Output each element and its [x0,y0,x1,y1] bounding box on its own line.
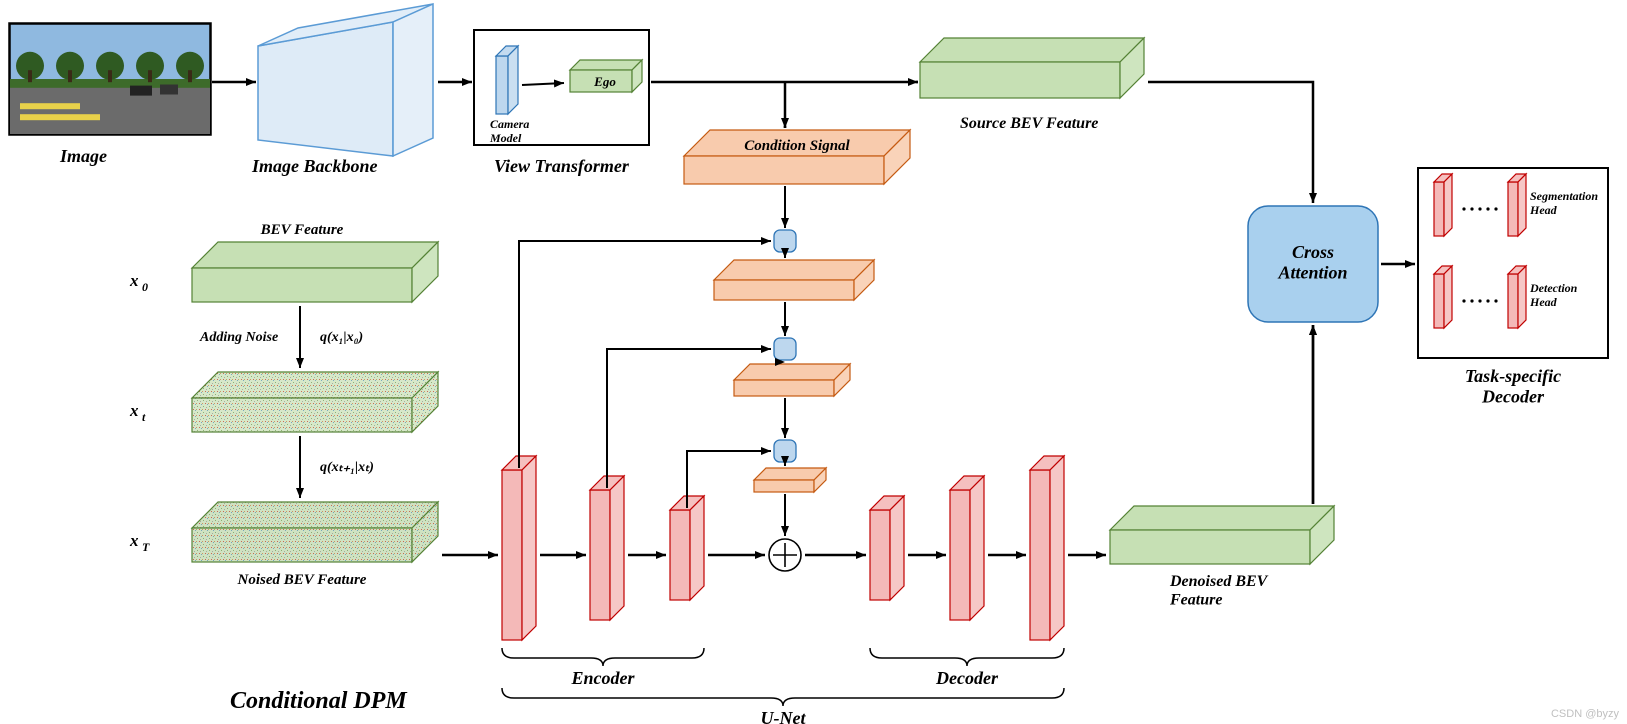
svg-text:DetectionHead: DetectionHead [1529,281,1578,309]
svg-text:x: x [129,401,139,420]
svg-text:Noised BEV Feature: Noised BEV Feature [237,572,367,588]
denoised-bev-label: Denoised BEVFeature [1169,573,1269,608]
unet-block [1030,456,1064,640]
watermark-text: CSDN @byzy [1551,708,1619,720]
fuse-node [774,440,796,462]
image-backbone [258,4,433,156]
svg-text:t: t [142,410,146,424]
svg-text:SegmentationHead: SegmentationHead [1529,189,1598,217]
fuse-node [774,230,796,252]
svg-text:q(xₜ₊₁|xₜ): q(xₜ₊₁|xₜ) [320,460,374,475]
unet-block [1508,266,1526,328]
svg-text:Adding Noise: Adding Noise [199,330,278,345]
svg-text:Ego: Ego [593,74,616,89]
svg-text:T: T [142,540,150,554]
unet-block [502,456,536,640]
unet-block [950,476,984,620]
unet-block [870,496,904,600]
svg-text:q(x₁|x₀): q(x₁|x₀) [320,330,363,345]
condition-signal-stack [684,130,910,492]
svg-text:Encoder: Encoder [571,668,636,688]
svg-text:0: 0 [142,280,148,294]
source-bev-feature [920,38,1144,98]
svg-text:x: x [129,271,139,290]
unet-block [1434,174,1452,236]
task-decoder-label: Task-specificDecoder [1465,366,1561,407]
unet-block [590,476,624,620]
svg-text:CameraModel: CameraModel [489,117,529,145]
svg-text:U-Net: U-Net [761,708,807,724]
bev-feature-stack [192,242,438,562]
image-label: Image [59,146,107,166]
svg-text:x: x [129,531,139,550]
fuse-node [774,338,796,360]
svg-text:Condition Signal: Condition Signal [744,138,850,154]
svg-text:Decoder: Decoder [935,668,999,688]
unet-block [1508,174,1526,236]
denoised-bev-feature [1110,506,1334,564]
unet-block [1434,266,1452,328]
unet-block [670,496,704,600]
input-image [9,23,211,135]
conditional-dpm-label: Conditional DPM [230,688,408,714]
view-transformer-label: View Transformer [494,156,630,176]
svg-text:BEV Feature: BEV Feature [260,222,344,238]
image-backbone-label: Image Backbone [251,156,378,176]
source-bev-label: Source BEV Feature [960,115,1098,132]
